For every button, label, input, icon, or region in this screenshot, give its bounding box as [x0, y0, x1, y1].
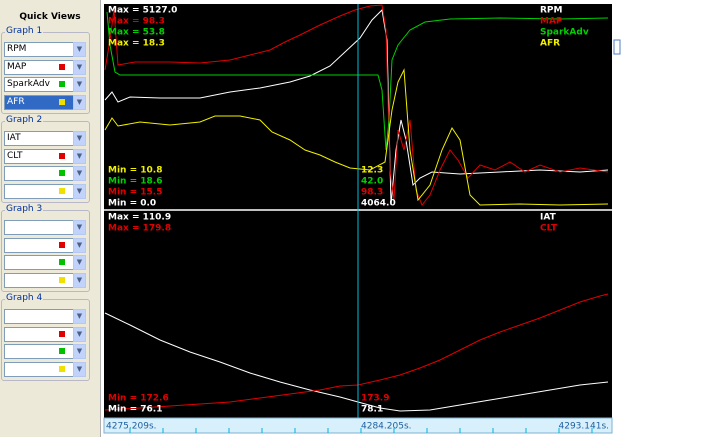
dropdown-button[interactable]: ▼ [73, 42, 86, 57]
max-label: Max = 18.3 [108, 39, 165, 49]
trace-selector[interactable]: ▼ [4, 183, 86, 199]
trace-selector[interactable]: ▼ [4, 344, 86, 359]
min-label: Min = 172.6 [108, 394, 169, 404]
color-marker [59, 98, 65, 105]
cursor-value: 42.0 [361, 177, 383, 187]
time-axis [103, 417, 613, 434]
spark-trace [106, 11, 609, 151]
dropdown-button[interactable]: ▼ [73, 344, 86, 359]
dropdown-button[interactable]: ▼ [73, 255, 86, 270]
color-marker [59, 152, 65, 159]
selector-field[interactable]: RPM [4, 42, 74, 57]
color-marker [59, 348, 65, 354]
selector-field[interactable] [4, 309, 74, 324]
selector-field[interactable]: CLT [4, 148, 74, 164]
quick-views-panel: Quick Views Graph 1 RPM ▼ MAP ▼ SparkAdv ▼ AFR ▼… [0, 0, 101, 437]
cursor-value: 78.1 [361, 405, 383, 415]
max-label: Max = 5127.0 [108, 6, 177, 16]
color-marker [59, 365, 65, 372]
color-marker [59, 330, 65, 337]
dropdown-button[interactable]: ▼ [73, 237, 86, 253]
cursor-value: 98.3 [361, 188, 383, 198]
trace-selector[interactable]: ▼ [4, 220, 86, 235]
max-label: Max = 53.8 [108, 28, 165, 38]
color-marker [59, 259, 65, 265]
time-label: 4284.205s. [361, 422, 412, 432]
max-label: Max = 179.8 [108, 224, 171, 234]
time-label: 4293.141s. [559, 422, 610, 432]
dropdown-button[interactable]: ▼ [73, 148, 86, 164]
color-marker [59, 63, 65, 70]
min-label: Min = 0.0 [108, 199, 156, 209]
clt-trace [104, 293, 609, 411]
dropdown-button[interactable]: ▼ [73, 77, 86, 92]
min-label: Min = 15.5 [108, 188, 162, 198]
series-name: MAP [540, 17, 563, 27]
graph-group: Graph 4 ▼ ▼ ▼ ▼ [1, 293, 90, 381]
dropdown-button[interactable]: ▼ [73, 220, 86, 235]
color-marker [59, 276, 65, 283]
graph-group: Graph 2 IAT ▼ CLT ▼ ▼ ▼ [1, 115, 90, 203]
dropdown-button[interactable]: ▼ [73, 59, 86, 75]
trace-selector[interactable]: ▼ [4, 309, 86, 324]
time-label: 4275.209s. [106, 422, 157, 432]
trace-selector[interactable]: ▼ [4, 326, 86, 342]
dropdown-button[interactable]: ▼ [73, 361, 86, 377]
color-marker [59, 170, 65, 176]
trace-selector[interactable]: ▼ [4, 255, 86, 270]
trace-selector[interactable]: IAT ▼ [4, 131, 86, 146]
trace-selector[interactable]: ▼ [4, 237, 86, 253]
series-name: IAT [540, 213, 557, 223]
min-label: Min = 18.6 [108, 177, 162, 187]
iat-trace [104, 312, 609, 412]
series-name: SparkAdv [540, 28, 589, 38]
series-name: RPM [540, 6, 563, 16]
graph-group: Graph 3 ▼ ▼ ▼ ▼ [1, 204, 90, 292]
panel-title: Quick Views [19, 12, 81, 22]
dropdown-button[interactable]: ▼ [73, 326, 86, 342]
max-label: Max = 98.3 [108, 17, 165, 27]
min-label: Min = 10.8 [108, 166, 162, 176]
trace-selector[interactable]: ▼ [4, 272, 86, 288]
rpm-trace [104, 8, 609, 206]
group-title: Graph 4 [5, 293, 44, 303]
group-title: Graph 2 [5, 115, 44, 125]
scroll-handle [613, 39, 621, 55]
trace-selector[interactable]: CLT ▼ [4, 148, 86, 164]
series-name: CLT [540, 224, 558, 234]
dropdown-button[interactable]: ▼ [73, 94, 86, 110]
selector-field[interactable]: IAT [4, 131, 74, 146]
trace-selector[interactable]: RPM ▼ [4, 42, 86, 57]
color-marker [59, 241, 65, 248]
dropdown-button[interactable]: ▼ [73, 166, 86, 181]
dropdown-button[interactable]: ▼ [73, 309, 86, 324]
trace-selector[interactable]: SparkAdv ▼ [4, 77, 86, 92]
trace-selector[interactable]: ▼ [4, 166, 86, 181]
min-label: Min = 76.1 [108, 405, 162, 415]
group-title: Graph 1 [5, 26, 44, 36]
dropdown-button[interactable]: ▼ [73, 183, 86, 199]
trace-selector[interactable]: AFR ▼ [4, 94, 86, 110]
graph-group: Graph 1 RPM ▼ MAP ▼ SparkAdv ▼ AFR ▼ [1, 26, 90, 114]
series-name: AFR [540, 39, 560, 49]
cursor-value: 4064.0 [361, 199, 396, 209]
color-marker [59, 187, 65, 194]
map-trace [104, 4, 609, 206]
trace-selector[interactable]: MAP ▼ [4, 59, 86, 75]
trace-selector[interactable]: ▼ [4, 361, 86, 377]
dropdown-button[interactable]: ▼ [73, 131, 86, 146]
color-marker [59, 81, 65, 87]
cursor-value: 173.9 [361, 394, 389, 404]
dropdown-button[interactable]: ▼ [73, 272, 86, 288]
afr-trace [104, 68, 609, 206]
cursor-value: 12.3 [361, 166, 383, 176]
group-title: Graph 3 [5, 204, 44, 214]
max-label: Max = 110.9 [108, 213, 171, 223]
graph-background [104, 4, 612, 418]
selector-field[interactable] [4, 220, 74, 235]
